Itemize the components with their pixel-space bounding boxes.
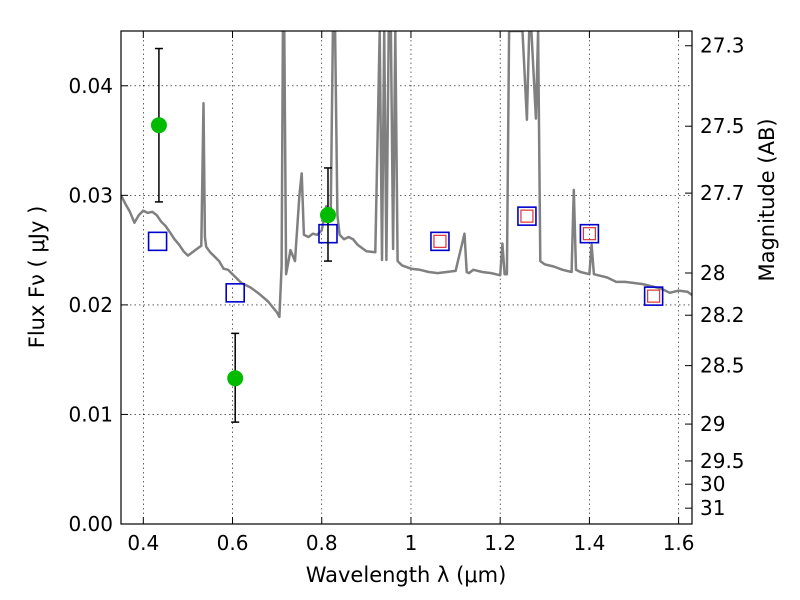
right-tick-label: 29 xyxy=(700,412,725,436)
right-tick-label: 28 xyxy=(700,261,725,285)
plot-background xyxy=(121,31,692,524)
observed-point xyxy=(319,207,336,224)
tick-labels: 0.4 0.6 0.8 1 1.2 1.4 1.6 0.00 0.01 0.02 0.03 0.04 2… xyxy=(68,34,744,555)
grid-lines xyxy=(121,31,692,524)
right-axis-label: Magnitude (AB) xyxy=(755,118,779,281)
right-tick-label: 28.5 xyxy=(700,354,745,378)
model-band-inner-marker xyxy=(582,227,596,241)
model-band-marker xyxy=(430,231,450,252)
y-tick-label: 0.01 xyxy=(68,402,113,426)
x-tick-label: 0.8 xyxy=(306,531,338,555)
observed-point xyxy=(150,117,167,134)
x-tick-label: 0.4 xyxy=(127,531,159,555)
spectrum-line xyxy=(121,31,692,319)
axis-ticks xyxy=(121,31,692,525)
x-tick-label: 1.6 xyxy=(663,531,695,555)
observed-point xyxy=(227,370,244,387)
model-band-marker xyxy=(147,231,168,252)
model-band-marker xyxy=(643,286,664,306)
x-tick-label: 1.2 xyxy=(484,531,516,555)
model-band-marker xyxy=(579,223,600,244)
model-band-inner-marker xyxy=(520,209,534,223)
data-markers xyxy=(147,47,664,423)
model-band-inner-marker xyxy=(433,234,447,248)
right-tick-label: 27.7 xyxy=(700,181,745,205)
x-axis-label: Wavelength λ (μm) xyxy=(306,563,507,587)
model-band-marker xyxy=(225,283,245,303)
x-tick-label: 1.4 xyxy=(573,531,605,555)
plot-frame xyxy=(120,30,693,525)
x-tick-label: 0.6 xyxy=(217,531,249,555)
y-tick-label: 0.04 xyxy=(68,74,113,98)
y-tick-label: 0.00 xyxy=(68,512,113,536)
model-band-inner-marker xyxy=(647,289,661,303)
right-tick-label: 31 xyxy=(700,496,725,520)
x-tick-label: 1 xyxy=(405,531,418,555)
y-axis-label: Flux Fν ( μJy ) xyxy=(25,206,49,349)
right-tick-label: 30 xyxy=(700,472,725,496)
right-tick-label: 28.2 xyxy=(700,303,745,327)
y-tick-label: 0.02 xyxy=(68,293,113,317)
y-tick-label: 0.03 xyxy=(68,183,113,207)
right-tick-label: 27.3 xyxy=(700,34,745,58)
right-tick-label: 29.5 xyxy=(700,449,745,473)
model-band-marker xyxy=(517,206,537,226)
right-tick-label: 27.5 xyxy=(700,114,745,138)
